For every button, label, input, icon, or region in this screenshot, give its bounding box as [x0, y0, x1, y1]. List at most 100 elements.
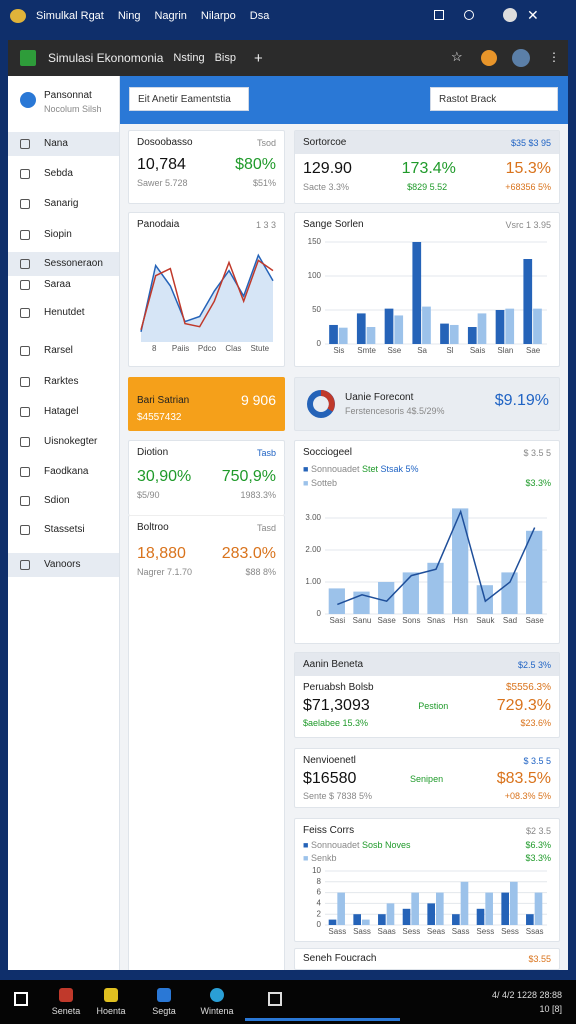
stat-label: Senipen: [410, 774, 444, 784]
menu-item[interactable]: Ning: [117, 10, 141, 22]
menu-item[interactable]: Simulkal Rgat: [36, 10, 104, 22]
bar: [526, 914, 534, 925]
stat-label: Pestion: [418, 701, 449, 711]
badge[interactable]: [481, 50, 497, 66]
card-subtitle: Peruabsh Bolsb: [303, 682, 374, 693]
icon[interactable]: [464, 10, 474, 20]
more[interactable]: ⋮: [548, 50, 560, 64]
app-icon: [20, 50, 36, 66]
bar-chart: 0 50 100 150 Sis Smte Sse Sa Sl Sais Slan Sae: [308, 237, 547, 355]
bar: [449, 324, 459, 344]
x-tick-label: Pdco: [198, 344, 217, 353]
x-tick-label: Smte: [357, 346, 376, 355]
x-tick-label: Sad: [503, 616, 517, 625]
bar: [526, 530, 543, 614]
bar: [477, 313, 487, 344]
x-tick-label: Clas: [225, 344, 241, 353]
tab[interactable]: Bisp: [214, 52, 236, 64]
nav-icon: [20, 139, 30, 149]
x-tick-label: Sasi: [330, 616, 346, 625]
card-title: Socciogeel: [303, 447, 352, 458]
nav-item[interactable]: Rarktes: [8, 370, 119, 394]
menu-item[interactable]: Nagrin: [154, 10, 187, 22]
bar: [378, 914, 386, 925]
sidebar-subtitle: Nocolum Silsh: [44, 104, 102, 114]
tab[interactable]: Nsting: [173, 52, 205, 64]
x-tick-label: Sess: [402, 927, 420, 936]
card-title: Panodaia: [137, 219, 180, 230]
y-tick-label: 2.00: [305, 545, 321, 554]
card-title: Bari Satrian: [137, 394, 190, 406]
nav-item[interactable]: Stassetsi: [8, 518, 119, 542]
app-label: Wintena: [200, 1006, 234, 1016]
add-tab[interactable]: +: [253, 49, 263, 67]
x-tick-label: Sess: [476, 927, 494, 936]
nav-icon: [20, 308, 30, 318]
nav-item[interactable]: Henutdet: [8, 301, 119, 325]
nav-item[interactable]: Saraa: [8, 273, 119, 297]
stat-note: $829 5.52: [407, 182, 448, 192]
bar: [495, 310, 505, 344]
x-tick-label: Sse: [387, 346, 401, 355]
nav-label: Sessoneraon: [44, 258, 103, 269]
card-title: Uanie Forecont: [345, 392, 414, 403]
taskbar-app[interactable]: Hoenta: [88, 988, 134, 1016]
taskbar-icon[interactable]: [268, 992, 282, 1006]
bar: [328, 588, 345, 614]
nav-icon: [20, 407, 30, 417]
stat-value: 30,90%: [137, 468, 192, 485]
nav-item[interactable]: Vanoors: [8, 553, 119, 577]
nav-label: Nana: [44, 138, 68, 149]
stat-change: $80%: [235, 156, 276, 173]
bar: [436, 892, 444, 925]
bar: [440, 323, 449, 344]
forecast-value: $9.19%: [494, 392, 549, 409]
nav-item[interactable]: Uisnokegter: [8, 430, 119, 454]
nav-icon: [20, 525, 30, 535]
profile-icon: [20, 92, 36, 108]
avatar[interactable]: [503, 8, 517, 22]
nav-icon: [20, 169, 30, 179]
search-box[interactable]: Rastot Brack: [430, 87, 558, 111]
search-box[interactable]: Eit Anetir Eamentstia: [129, 87, 249, 111]
forecast-card: Uanie Forecont Ferstencesoris 4$.5/29% $…: [294, 377, 560, 431]
nav-label: Henutdet: [44, 307, 85, 318]
y-tick-label: 0: [317, 920, 322, 929]
close[interactable]: ✕: [527, 7, 539, 23]
bar: [476, 908, 485, 925]
nav-item[interactable]: Siopin: [8, 223, 119, 247]
nav-item[interactable]: Sdion: [8, 489, 119, 513]
card-tag: Tsod: [256, 137, 276, 148]
icon[interactable]: [434, 10, 444, 20]
nav-item[interactable]: Rarsel: [8, 339, 119, 363]
stat-note: $aelabee 15.3%: [303, 718, 369, 728]
nav-item[interactable]: Nana: [8, 132, 119, 156]
taskbar-app[interactable]: Segta: [141, 988, 187, 1016]
y-tick-label: 0: [317, 609, 322, 618]
start-button[interactable]: [14, 992, 28, 1006]
stat-change: 173.4%: [401, 160, 456, 177]
nav-item[interactable]: Sanarig: [8, 192, 119, 216]
nav-item[interactable]: Sebda: [8, 162, 119, 186]
nav-item[interactable]: Hatagel: [8, 400, 119, 424]
bar: [402, 908, 411, 925]
avatar[interactable]: [512, 49, 530, 67]
stat-change: 15.3%: [505, 160, 551, 177]
menu-item[interactable]: Dsa: [249, 10, 270, 22]
y-tick-label: 50: [312, 305, 321, 314]
nav-item[interactable]: Sessoneraon: [8, 252, 119, 276]
x-tick-label: Sis: [333, 346, 344, 355]
nav-label: Siopin: [44, 229, 72, 240]
stat-note: $88 8%: [245, 567, 276, 577]
bar: [378, 582, 395, 614]
window-title: Simulasi Ekonomonia: [48, 51, 164, 65]
card-title: Boltroo: [137, 522, 169, 533]
nav-item[interactable]: Faodkana: [8, 460, 119, 484]
taskbar-app[interactable]: Seneta: [43, 988, 89, 1016]
taskbar-app[interactable]: Wintena: [194, 988, 240, 1016]
star[interactable]: ☆: [451, 49, 463, 64]
line-chart: 8 Paiis Pdco Clas Stute: [140, 253, 274, 353]
active-indicator: [245, 1018, 400, 1021]
app-label: Hoenta: [96, 1006, 126, 1016]
menu-item[interactable]: Nilarpo: [200, 10, 236, 22]
